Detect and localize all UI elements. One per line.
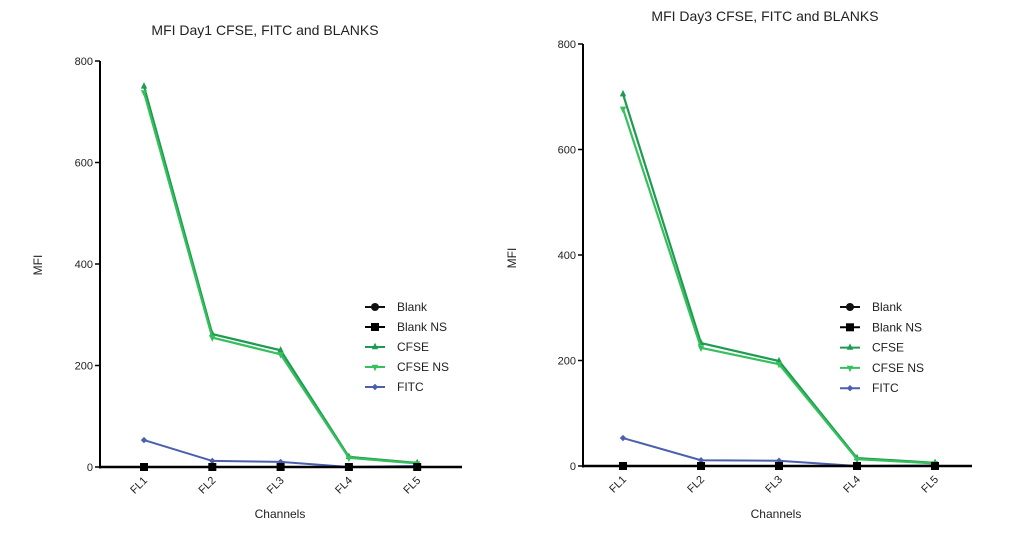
legend-item: CFSE NS bbox=[365, 360, 449, 374]
x-tick-label: FL2 bbox=[685, 474, 707, 496]
x-axis-label: Channels bbox=[255, 507, 306, 521]
x-tick-label: FL3 bbox=[763, 474, 785, 496]
x-tick-label: FL5 bbox=[919, 474, 941, 496]
data-point-cfse bbox=[619, 89, 627, 97]
legend-item: CFSE bbox=[365, 340, 429, 354]
legend-marker bbox=[846, 365, 854, 373]
x-tick-label: FL4 bbox=[841, 474, 863, 496]
data-point-fitc bbox=[209, 457, 216, 465]
legend-marker bbox=[846, 343, 854, 350]
data-point-cfse-ns bbox=[345, 455, 353, 463]
y-tick-label: 200 bbox=[558, 356, 576, 368]
y-tick-label: 800 bbox=[75, 56, 93, 68]
x-tick-label: FL3 bbox=[265, 475, 287, 497]
y-tick-label: 400 bbox=[75, 259, 93, 271]
legend-label: FITC bbox=[872, 381, 899, 395]
data-point-cfse bbox=[277, 346, 284, 353]
data-point-fitc bbox=[697, 456, 705, 464]
y-tick-label: 200 bbox=[75, 361, 93, 373]
y-tick-label: 600 bbox=[558, 145, 576, 157]
legend-label: Blank bbox=[872, 300, 903, 314]
y-axis-label: MFI bbox=[505, 248, 519, 269]
x-tick-label: FL2 bbox=[197, 475, 219, 497]
legend-item: FITC bbox=[365, 380, 424, 394]
legend-marker bbox=[846, 323, 854, 332]
data-point-cfse bbox=[140, 82, 148, 89]
series-line-cfse bbox=[142, 86, 418, 465]
series-line-cfse bbox=[621, 93, 936, 464]
data-point-cfse-ns bbox=[697, 345, 705, 353]
legend-marker bbox=[371, 303, 379, 311]
y-tick-label: 800 bbox=[558, 39, 576, 51]
legend-label: CFSE bbox=[397, 340, 429, 354]
chart-title: MFI Day3 CFSE, FITC and BLANKS bbox=[651, 8, 878, 24]
data-point-cfse-ns bbox=[619, 106, 627, 114]
legend-label: CFSE NS bbox=[872, 361, 924, 375]
data-point-fitc bbox=[619, 434, 627, 442]
y-tick-label: 0 bbox=[570, 461, 576, 473]
data-point-cfse bbox=[775, 356, 783, 364]
series-line-cfse-ns bbox=[142, 92, 418, 465]
y-tick-label: 400 bbox=[558, 250, 576, 262]
legend-marker bbox=[371, 342, 379, 350]
legend-label: Blank NS bbox=[872, 320, 922, 334]
legend-marker bbox=[371, 383, 379, 391]
data-point-cfse-ns bbox=[140, 90, 148, 97]
legend-item: Blank bbox=[840, 300, 903, 314]
chart-day3: MFI Day3 CFSE, FITC and BLANKS MFI Chann… bbox=[505, 8, 972, 521]
legend-label: FITC bbox=[397, 380, 424, 394]
legend-item: Blank NS bbox=[365, 320, 447, 334]
y-axis-label: MFI bbox=[31, 255, 45, 276]
legend-item: CFSE NS bbox=[840, 361, 924, 375]
y-tick-label: 0 bbox=[87, 462, 93, 474]
chart-title: MFI Day1 CFSE, FITC and BLANKS bbox=[151, 22, 378, 38]
y-tick-label: 600 bbox=[75, 158, 93, 170]
chart-day1: MFI Day1 CFSE, FITC and BLANKS MFI Chann… bbox=[31, 22, 462, 521]
data-point-cfse-ns bbox=[775, 361, 783, 369]
legend-item: FITC bbox=[840, 381, 899, 395]
legend-marker bbox=[371, 323, 379, 331]
x-axis-label: Channels bbox=[751, 507, 802, 521]
legend-marker bbox=[846, 385, 854, 392]
legend-label: Blank NS bbox=[397, 320, 447, 334]
legend-item: CFSE bbox=[840, 341, 904, 355]
legend-item: Blank NS bbox=[840, 320, 922, 334]
legend-item: Blank bbox=[365, 300, 428, 314]
x-tick-label: FL1 bbox=[128, 475, 150, 497]
legend-marker bbox=[371, 364, 379, 372]
data-point-cfse-ns bbox=[853, 456, 861, 464]
data-point-fitc bbox=[140, 436, 148, 444]
legend-label: Blank bbox=[397, 300, 428, 314]
x-tick-label: FL1 bbox=[607, 474, 629, 496]
legend-label: CFSE bbox=[872, 341, 904, 355]
legend-marker bbox=[846, 303, 854, 311]
x-tick-label: FL5 bbox=[401, 475, 423, 497]
data-point-cfse-ns bbox=[277, 352, 284, 359]
series-line-cfse-ns bbox=[621, 108, 936, 465]
legend-label: CFSE NS bbox=[397, 360, 449, 374]
x-tick-label: FL4 bbox=[333, 475, 355, 497]
data-point-cfse-ns bbox=[209, 335, 216, 342]
